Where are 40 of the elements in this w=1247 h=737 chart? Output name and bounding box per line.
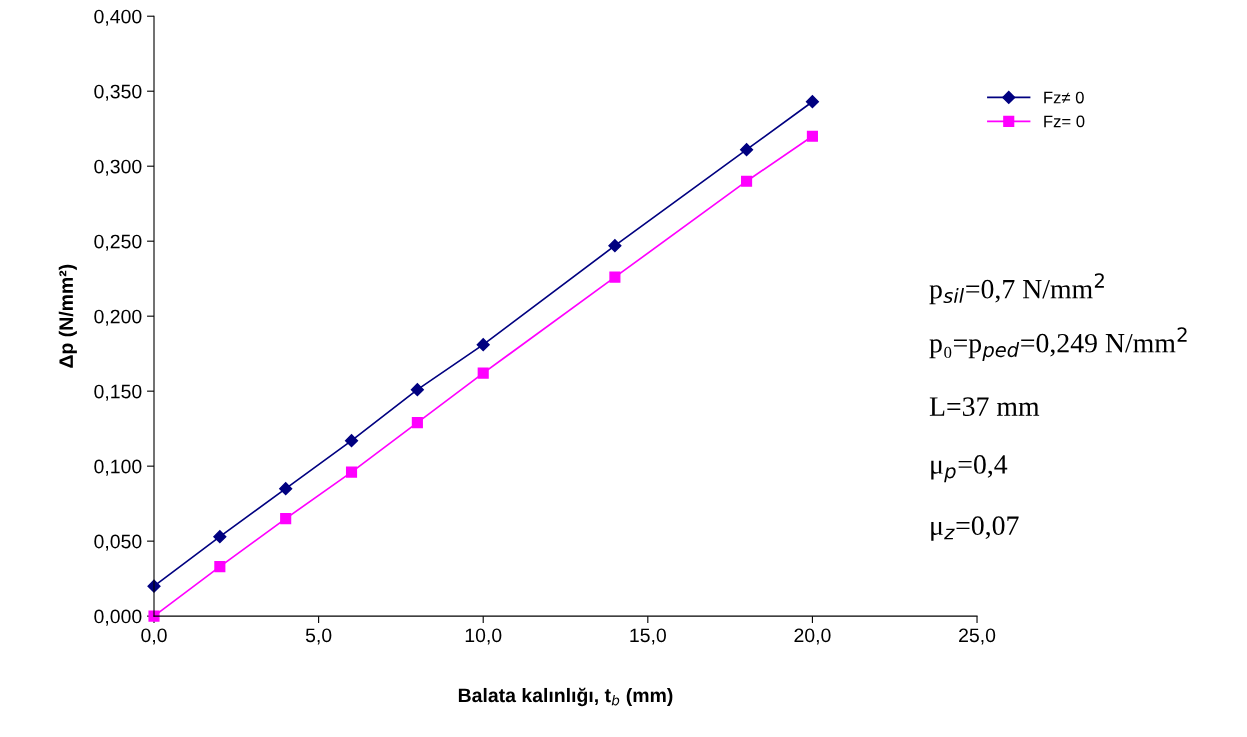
annotation: L=37 mm — [929, 397, 1040, 416]
point — [739, 143, 754, 157]
y-tick-label: 0,300 — [94, 159, 142, 176]
annotation: p$_{sil}$=0,7 N/mm$^{2}$ — [929, 273, 1104, 305]
y-axis-title: Δp (N/mm²) — [58, 264, 77, 368]
x-tick-label: 15,0 — [630, 628, 666, 645]
y-tick-label: 0,200 — [94, 309, 142, 326]
point — [806, 130, 818, 142]
y-tick-label: 0,100 — [94, 459, 142, 476]
legend-label: Fz≠ 0 — [1044, 91, 1084, 104]
point — [214, 561, 226, 573]
y-tick-label: 0,050 — [94, 534, 142, 551]
y-tick-label: 0,000 — [94, 609, 142, 626]
point — [608, 239, 622, 253]
x-axis-title: Balata kalınlığı, t$_{b}$ (mm) — [458, 687, 673, 707]
point — [410, 383, 424, 397]
annotation: p₀=p$_{ped}$=0,249 N/mm$^{2}$ — [929, 327, 1187, 361]
x-tick-label: 20,0 — [794, 628, 831, 645]
y-tick-label: 0,350 — [94, 84, 142, 101]
x-tick-label: 25,0 — [959, 628, 996, 645]
x-tick-label: 0,0 — [141, 628, 167, 645]
annotation: μ$_{z}$=0,07 — [931, 516, 1019, 541]
point — [280, 513, 292, 525]
point — [279, 482, 293, 496]
annotation: μ$_{p}$=0,4 — [931, 455, 1008, 483]
point — [476, 338, 490, 352]
y-tick-label: 0,250 — [94, 234, 142, 251]
y-tick-label: 0,400 — [94, 9, 142, 26]
point — [344, 434, 359, 448]
legend-label: Fz= 0 — [1044, 115, 1085, 128]
y-tick-label: 0,150 — [94, 384, 142, 401]
point — [411, 417, 423, 429]
point — [477, 367, 489, 379]
x-tick-label: 5,0 — [305, 628, 332, 645]
point — [805, 95, 820, 109]
x-tick-label: 10,0 — [465, 628, 502, 645]
point — [609, 271, 621, 283]
point — [213, 530, 227, 544]
point — [741, 175, 753, 187]
point — [345, 466, 358, 478]
